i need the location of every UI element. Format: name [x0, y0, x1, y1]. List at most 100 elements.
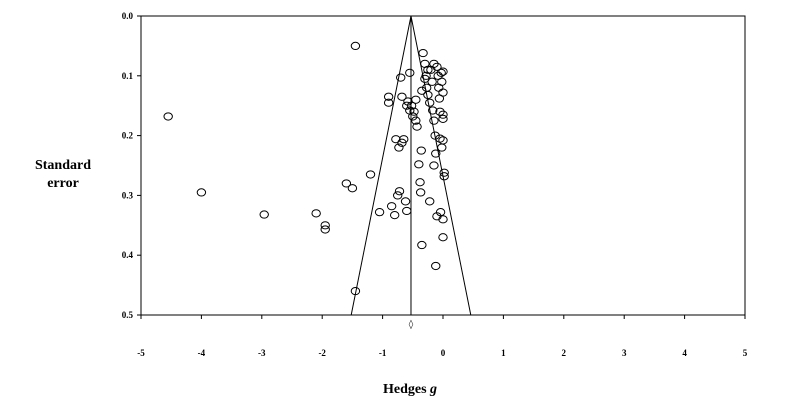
study-point — [435, 208, 446, 217]
study-point — [405, 68, 415, 77]
study-point — [415, 188, 426, 197]
x-tick-label: -2 — [318, 348, 326, 358]
study-points — [163, 41, 449, 296]
study-point — [415, 178, 425, 187]
study-point — [383, 92, 394, 101]
funnel-lines — [350, 15, 472, 316]
y-tick-label: 0.5 — [122, 310, 134, 320]
study-point — [423, 65, 433, 74]
y-tick-label: 0.2 — [122, 131, 134, 141]
study-point — [383, 98, 394, 107]
study-point — [386, 202, 397, 211]
study-point — [396, 73, 406, 82]
study-point — [400, 197, 411, 206]
y-tick-label: 0.3 — [122, 190, 134, 200]
study-point — [399, 135, 409, 144]
study-point — [429, 161, 439, 170]
x-tick-label: -5 — [137, 348, 145, 358]
study-point — [439, 168, 449, 177]
study-point — [429, 116, 439, 125]
x-tick-label: 3 — [622, 348, 627, 358]
funnel-right-line — [410, 15, 472, 316]
study-point — [347, 184, 358, 193]
x-tick-label: 2 — [562, 348, 567, 358]
study-point — [414, 160, 424, 169]
study-point — [259, 210, 269, 219]
study-point — [436, 68, 446, 77]
study-point — [416, 146, 426, 155]
study-point — [391, 135, 401, 144]
study-point — [393, 191, 403, 200]
x-tick-label: -1 — [379, 348, 387, 358]
study-point — [430, 131, 440, 140]
study-point — [406, 101, 417, 110]
study-point — [389, 211, 400, 220]
y-axis-title-line1: Standard — [34, 158, 92, 173]
y-tick-label: 0.4 — [122, 250, 134, 260]
study-point — [437, 77, 447, 86]
study-point — [350, 41, 361, 51]
study-point — [435, 134, 445, 143]
study-point — [408, 112, 418, 121]
study-point — [411, 116, 421, 125]
study-point — [428, 106, 438, 115]
study-point — [402, 101, 412, 110]
x-axis-title-main: Hedges — [382, 382, 427, 397]
study-point — [439, 172, 449, 181]
study-point — [320, 225, 330, 234]
summary-marker-group: ◊ — [409, 319, 414, 330]
study-point — [423, 90, 433, 100]
study-point — [429, 59, 439, 68]
study-point — [341, 179, 352, 188]
x-tick-label: 5 — [743, 348, 748, 358]
study-point — [431, 149, 441, 158]
study-point — [438, 233, 448, 242]
x-tick-label: -4 — [198, 348, 206, 358]
study-point — [425, 197, 435, 206]
study-point — [435, 107, 445, 116]
funnel-left-line — [350, 15, 412, 316]
y-axis-title-line2: error — [47, 176, 79, 191]
study-point — [365, 170, 376, 179]
study-point — [438, 88, 448, 97]
y-axis-title: Standard error — [18, 157, 108, 193]
study-point — [311, 209, 321, 218]
study-point — [412, 122, 422, 131]
study-point — [438, 67, 448, 76]
study-point — [320, 221, 330, 230]
study-point — [394, 143, 404, 152]
study-point — [394, 187, 405, 196]
study-point — [397, 138, 407, 147]
study-point — [417, 86, 427, 95]
study-point — [420, 74, 430, 83]
summary-diamond: ◊ — [409, 319, 414, 330]
study-point — [438, 110, 448, 119]
study-point — [402, 206, 412, 216]
study-point — [418, 48, 428, 58]
study-point — [350, 286, 361, 296]
x-axis-ticks: -5 -4 -3 -2 -1 0 1 2 3 4 5 — [137, 315, 748, 358]
study-point — [437, 143, 447, 152]
study-point — [411, 95, 421, 104]
y-tick-label: 0.1 — [122, 71, 134, 81]
x-tick-label: 0 — [441, 348, 446, 358]
study-point — [417, 240, 427, 250]
study-point — [431, 261, 441, 271]
x-tick-label: 1 — [501, 348, 506, 358]
study-point — [409, 107, 419, 116]
study-point — [196, 188, 207, 197]
study-point — [374, 208, 385, 217]
y-tick-label: 0.0 — [122, 11, 134, 21]
x-axis-title: Hedges g — [300, 382, 520, 398]
study-point — [438, 215, 448, 224]
study-point — [438, 136, 448, 145]
study-point — [432, 62, 442, 71]
plot-area-frame — [140, 15, 746, 316]
study-point — [438, 114, 448, 123]
study-point — [425, 98, 435, 107]
y-axis-ticks: 0.0 0.1 0.2 0.3 0.4 0.5 — [122, 11, 141, 320]
study-point — [163, 112, 173, 121]
x-axis-title-italic: g — [430, 382, 438, 397]
x-tick-label: 4 — [682, 348, 687, 358]
